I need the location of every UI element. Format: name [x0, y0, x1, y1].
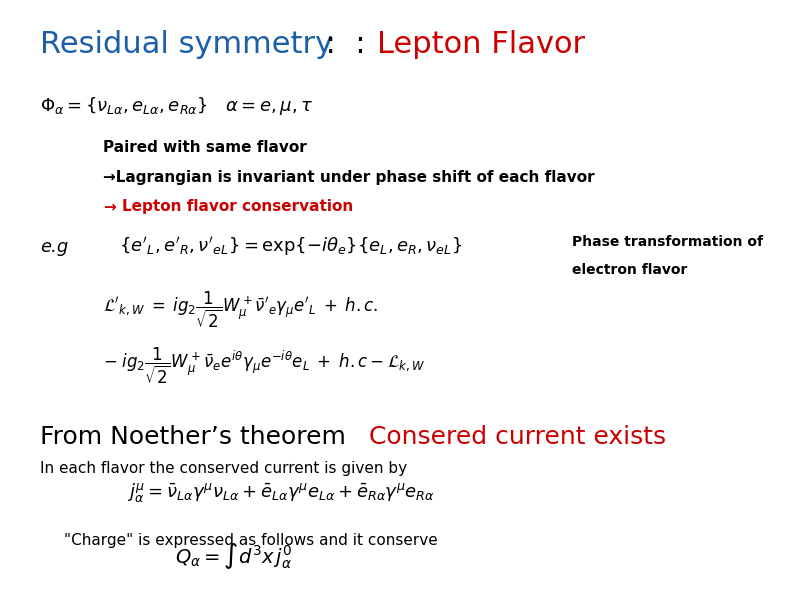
- Text: e.g: e.g: [40, 238, 68, 256]
- Text: Consered current exists: Consered current exists: [369, 425, 666, 449]
- Text: $\{e'_L, e'_R, \nu'_{eL}\} = \mathrm{exp}\{-i\theta_e\}\{e_L, e_R, \nu_{eL}\}$: $\{e'_L, e'_R, \nu'_{eL}\} = \mathrm{exp…: [119, 236, 462, 258]
- Text: Paired with same flavor: Paired with same flavor: [103, 140, 307, 155]
- Text: :  :: : :: [306, 30, 375, 59]
- Text: "Charge" is expressed as follows and it conserve: "Charge" is expressed as follows and it …: [64, 533, 437, 547]
- Text: $\mathcal{L}'_{k,W} \;=\; ig_2 \dfrac{1}{\sqrt{2}} W^+_\mu \bar{\nu}'_e \gamma_\: $\mathcal{L}'_{k,W} \;=\; ig_2 \dfrac{1}…: [103, 289, 379, 330]
- Text: Residual symmetry: Residual symmetry: [40, 30, 333, 59]
- Text: →Lagrangian is invariant under phase shift of each flavor: →Lagrangian is invariant under phase shi…: [103, 170, 595, 184]
- Text: $Q_\alpha = \int d^3x\, j^0_\alpha$: $Q_\alpha = \int d^3x\, j^0_\alpha$: [175, 541, 292, 571]
- Text: Lepton flavor conservation: Lepton flavor conservation: [122, 199, 353, 214]
- Text: electron flavor: electron flavor: [572, 263, 687, 277]
- Text: In each flavor the conserved current is given by: In each flavor the conserved current is …: [40, 461, 407, 476]
- Text: $-\; ig_2 \dfrac{1}{\sqrt{2}} W^+_\mu \bar{\nu}_e e^{i\theta} \gamma_\mu e^{-i\t: $-\; ig_2 \dfrac{1}{\sqrt{2}} W^+_\mu \b…: [103, 346, 426, 386]
- Text: Lepton Flavor: Lepton Flavor: [377, 30, 585, 59]
- Text: Phase transformation of: Phase transformation of: [572, 235, 763, 249]
- Text: $\Phi_{\alpha} = \{\nu_{L\alpha}, e_{L\alpha}, e_{R\alpha}\} \quad \alpha = e, \: $\Phi_{\alpha} = \{\nu_{L\alpha}, e_{L\a…: [40, 95, 313, 117]
- Text: $j^\mu_\alpha = \bar{\nu}_{L\alpha} \gamma^\mu \nu_{L\alpha} + \bar{e}_{L\alpha}: $j^\mu_\alpha = \bar{\nu}_{L\alpha} \gam…: [127, 483, 435, 505]
- Text: →: →: [103, 199, 116, 214]
- Text: From Noether’s theorem: From Noether’s theorem: [40, 425, 353, 449]
